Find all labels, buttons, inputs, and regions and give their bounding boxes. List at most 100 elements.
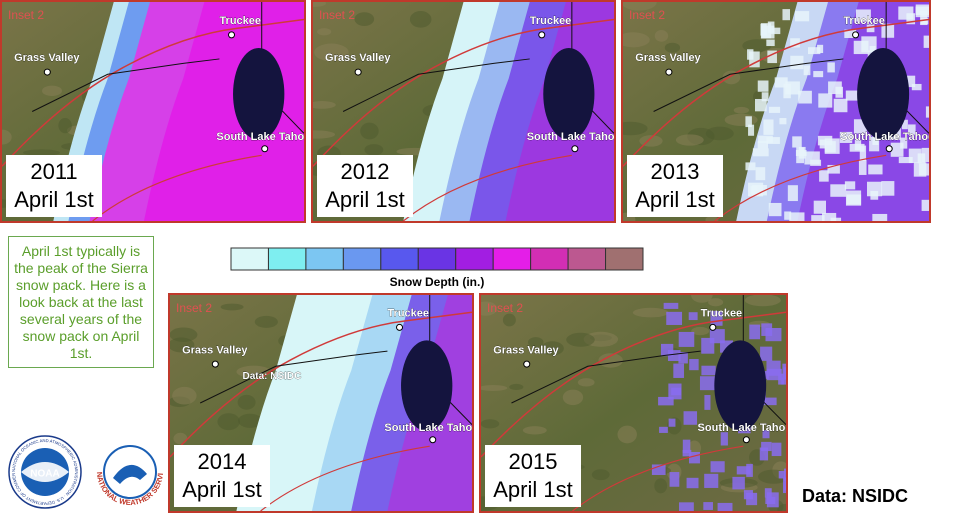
year-box: [485, 445, 581, 507]
snow-patch: [789, 212, 805, 221]
snow-patch: [872, 213, 888, 221]
place-dot: [665, 68, 673, 76]
snow-patch: [792, 136, 802, 148]
place-label: Grass Valley: [325, 52, 391, 64]
place-dot: [211, 360, 219, 368]
snow-patch: [859, 145, 867, 161]
snow-patch: [767, 50, 777, 64]
terrain-texture: [220, 303, 244, 311]
road: [170, 311, 472, 458]
terrain-texture: [541, 341, 564, 356]
snow-patch: [763, 119, 774, 135]
snow-patch: [764, 488, 772, 498]
terrain-texture: [708, 298, 724, 307]
terrain-texture: [566, 332, 595, 347]
place-label: Grass Valley: [182, 344, 248, 356]
date: April 1st: [493, 477, 572, 502]
snow-patch: [720, 432, 728, 446]
snow-patch: [925, 106, 929, 118]
map-panel: Inset 2 Truckee Grass Valley South Lake Tah…: [0, 0, 306, 223]
legend-swatch: [567, 247, 607, 271]
map: Inset 2 Truckee Grass Valley South Lake Tah…: [481, 295, 786, 511]
snow-patch: [881, 23, 895, 38]
place-dot: [396, 323, 404, 331]
terrain-texture: [623, 2, 657, 11]
snow-patch: [678, 351, 688, 364]
snow-patch: [828, 81, 842, 95]
snow-patch: [745, 116, 752, 128]
year: 2013: [651, 159, 700, 184]
place-label: Grass Valley: [493, 344, 559, 356]
legend-tick-label: 800: [633, 244, 653, 245]
road: [572, 445, 744, 511]
place-label: Grass Valley: [635, 52, 701, 64]
map: Inset 2 Truckee Grass Valley South Lake Tah…: [313, 2, 614, 221]
terrain-texture: [237, 394, 256, 410]
terrain-texture: [675, 134, 704, 146]
snow-patch: [827, 62, 835, 73]
year: 2014: [198, 449, 247, 474]
terrain-texture: [654, 30, 669, 42]
date: April 1st: [14, 187, 93, 212]
snow-patch: [688, 312, 698, 321]
legend-tick-label: 60: [449, 244, 463, 245]
map: Inset 2 Truckee Grass Valley South Lake Tah…: [623, 2, 929, 221]
snow-patch: [746, 492, 758, 506]
snow-patch: [900, 137, 908, 149]
map-panel: Inset 2 Truckee Grass Valley South Lake Tah…: [621, 0, 931, 223]
lake: [233, 47, 285, 140]
place-label: Truckee: [530, 15, 572, 27]
snow-patch: [762, 430, 770, 439]
snow-patch: [658, 396, 674, 406]
snow-patch: [749, 324, 761, 340]
snow-patch: [682, 449, 692, 457]
terrain-texture: [691, 326, 710, 336]
snow-patch: [754, 98, 767, 112]
snow-patch: [782, 9, 791, 21]
terrain-texture: [481, 301, 498, 316]
place-label: Truckee: [843, 15, 885, 27]
terrain-texture: [591, 469, 610, 481]
snow-patch: [921, 199, 929, 211]
lake: [714, 340, 767, 432]
place-label: South Lake Tahoe: [384, 422, 472, 434]
terrain-texture: [509, 383, 524, 391]
snow-patch: [748, 124, 755, 136]
terrain-texture: [705, 126, 734, 141]
terrain-texture: [742, 39, 772, 53]
snow-patch: [757, 80, 769, 92]
snow-patch: [704, 473, 719, 488]
legend-tick-label: 2: [265, 244, 272, 245]
place-dot: [852, 31, 860, 39]
legend-swatch: [605, 247, 644, 271]
noaa-bird: [21, 462, 69, 482]
snow-patch: [794, 11, 810, 22]
snow-patch: [717, 502, 733, 511]
snow-patch: [779, 118, 787, 125]
snow-patch: [787, 185, 798, 202]
terrain-texture: [217, 413, 240, 431]
snow-patch: [679, 502, 694, 511]
snow-patch: [819, 170, 829, 182]
snow-patch: [869, 136, 880, 152]
snow-patch: [757, 141, 769, 149]
legend-tick-label: 100: [483, 244, 503, 245]
snow-patch: [853, 40, 869, 55]
road: [402, 154, 572, 221]
map-panel: Inset 2 Truckee Grass Valley South Lake Tah…: [311, 0, 616, 223]
terrain-texture: [172, 386, 197, 405]
snow-patch: [771, 442, 782, 457]
place-dot: [429, 436, 437, 444]
snow-patch: [839, 131, 853, 143]
snow-patch: [668, 418, 676, 427]
snow-patch: [704, 395, 711, 410]
snow-patch: [906, 13, 916, 25]
snow-patch: [701, 337, 715, 354]
snow-patch: [868, 164, 883, 175]
terrain-texture: [314, 43, 349, 62]
snow-patch: [759, 447, 769, 461]
terrain-texture: [313, 130, 336, 139]
snow-patch: [804, 151, 820, 165]
snow-patch: [782, 363, 786, 380]
